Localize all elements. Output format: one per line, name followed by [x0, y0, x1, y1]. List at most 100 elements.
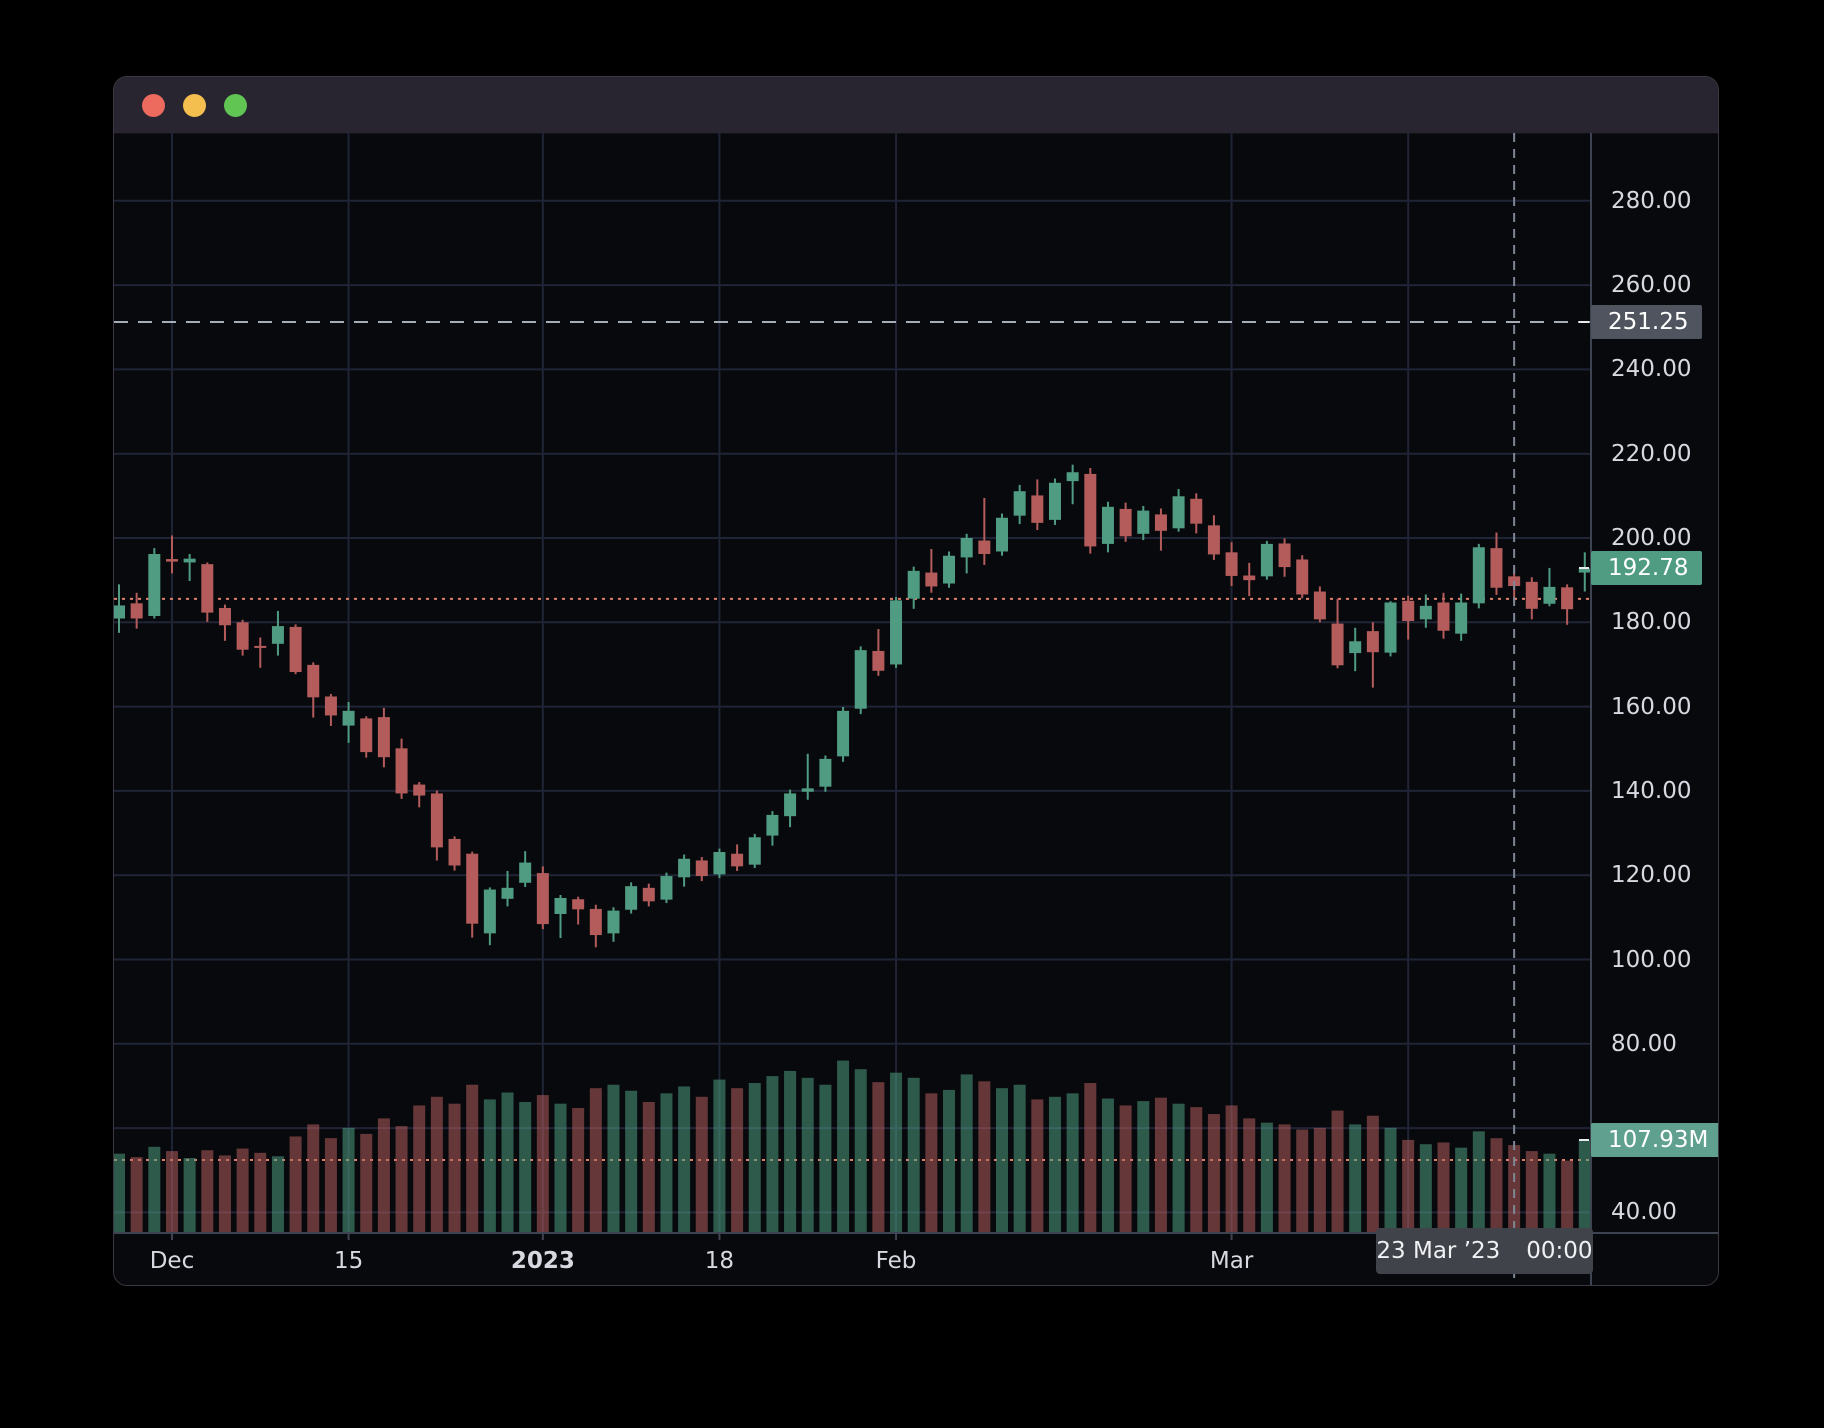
candle-body: [1455, 602, 1468, 634]
candle-body: [960, 538, 973, 558]
candle-body: [271, 626, 284, 644]
candle-body: [996, 517, 1008, 552]
candle-body: [907, 570, 920, 599]
volume-bar: [1048, 1096, 1061, 1233]
candle-body: [466, 853, 479, 924]
volume-bar: [1013, 1084, 1026, 1233]
volume-bar: [165, 1151, 178, 1233]
candle-body: [837, 710, 850, 757]
candle-body: [1296, 559, 1309, 595]
volume-bar: [642, 1101, 655, 1233]
candle-body: [1172, 496, 1185, 529]
crosshair-date: 23 Mar ’23: [1376, 1238, 1501, 1264]
candle-body: [114, 605, 125, 619]
time-tick-label: Dec: [149, 1248, 195, 1274]
volume-bar: [1296, 1129, 1309, 1233]
volume-bar: [1525, 1151, 1538, 1233]
volume-bar: [572, 1108, 585, 1233]
candle-body: [819, 758, 832, 787]
candle-body: [236, 622, 249, 650]
window-titlebar: [114, 77, 1718, 134]
volume-bar: [872, 1082, 885, 1233]
last-price-label: 192.78: [1578, 551, 1703, 586]
reference-lines-layer: [114, 320, 1591, 1161]
volume-bar: [1084, 1083, 1097, 1233]
candle-body: [607, 910, 620, 934]
volume-bar: [678, 1086, 691, 1233]
candle-body: [678, 858, 691, 878]
minimize-window-button[interactable]: [183, 94, 206, 117]
grid-layer: [114, 133, 1591, 1233]
candle-body: [1084, 473, 1097, 547]
candle-body: [201, 564, 214, 613]
price-tick-label: 100.00: [1611, 946, 1692, 973]
candle-body: [1031, 495, 1044, 523]
volume-layer: [114, 1060, 1591, 1233]
candle-body: [218, 607, 231, 626]
candle-body: [1561, 587, 1574, 610]
chart-window: 280.00 260.00 240.00 220.00 200.00 180.00 160.…: [113, 76, 1719, 1286]
candle-body: [1066, 472, 1079, 482]
candle-body: [289, 626, 302, 673]
volume-bar: [1455, 1147, 1468, 1233]
volume-bar: [466, 1084, 479, 1233]
candle-body: [1349, 641, 1362, 654]
volume-bar: [236, 1148, 249, 1233]
volume-bar: [1313, 1127, 1326, 1233]
candle-body: [943, 555, 956, 584]
time-tick-label: 15: [333, 1248, 364, 1274]
price-tick-label: 160.00: [1611, 693, 1692, 720]
candle-body: [1331, 623, 1344, 666]
price-tick-label: 280.00: [1611, 187, 1692, 214]
volume-bar: [1578, 1139, 1591, 1233]
candle-body: [872, 650, 885, 671]
candle-body: [183, 558, 196, 563]
volume-bar: [1172, 1103, 1185, 1233]
candle-body: [1384, 602, 1397, 653]
time-tick-label: Mar: [1209, 1248, 1254, 1274]
volume-bar: [183, 1158, 196, 1233]
price-tick-label: 260.00: [1611, 272, 1692, 299]
candle-body: [854, 650, 867, 709]
candle-body: [254, 645, 267, 648]
alert-price-label[interactable]: 251.25: [1578, 304, 1703, 339]
volume-bar: [625, 1090, 638, 1233]
time-tick-label: Feb: [875, 1248, 917, 1274]
crosshair-time: 00:00: [1526, 1238, 1593, 1264]
candle-body: [1278, 543, 1291, 568]
candle-body: [448, 838, 461, 866]
candle-body: [1190, 498, 1203, 524]
volume-bar: [218, 1155, 231, 1233]
price-tick-label: 40.00: [1611, 1199, 1677, 1226]
zoom-window-button[interactable]: [224, 94, 247, 117]
volume-bar: [1561, 1160, 1574, 1233]
volume-bar: [519, 1101, 532, 1233]
candle-body: [1207, 525, 1220, 555]
close-window-button[interactable]: [142, 94, 165, 117]
candlestick-chart-canvas[interactable]: [114, 77, 1719, 1286]
candle-body: [1048, 482, 1061, 520]
candle-body: [890, 600, 903, 665]
volume-bar: [130, 1157, 143, 1233]
volume-bar: [748, 1083, 761, 1233]
price-tick-label: 80.00: [1611, 1030, 1677, 1057]
last-volume-label: 107.93M: [1578, 1122, 1718, 1157]
candle-body: [1490, 548, 1503, 588]
candle-body: [766, 814, 779, 836]
candle-body: [1013, 491, 1026, 516]
candle-body: [925, 572, 938, 587]
volume-bar: [996, 1088, 1008, 1233]
candle-body: [1402, 600, 1415, 622]
volume-bar: [1190, 1107, 1203, 1233]
candle-body: [589, 908, 602, 936]
price-tick-label: 120.00: [1611, 862, 1692, 889]
volume-bar: [1419, 1144, 1432, 1233]
candle-body: [1119, 508, 1132, 537]
candle-body: [1225, 552, 1238, 576]
volume-bar: [1437, 1142, 1450, 1233]
candle-body: [1543, 586, 1556, 604]
volume-bar: [801, 1077, 814, 1233]
volume-bar: [1472, 1131, 1485, 1233]
time-tick-label: 2023: [510, 1248, 575, 1274]
candle-body: [1243, 575, 1256, 581]
